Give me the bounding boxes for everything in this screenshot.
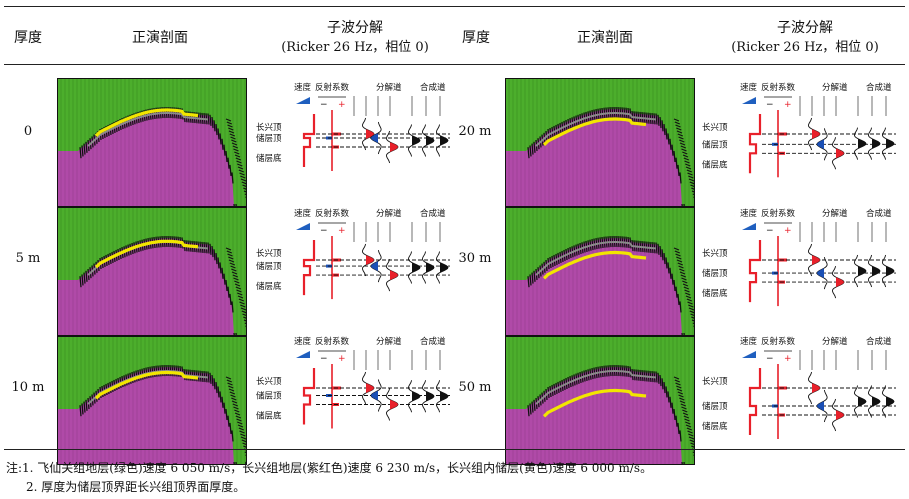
thickness-label: 30 m	[458, 251, 492, 266]
wavelet-diagram: 速度 反射系数 分解道 合成道 − + 长兴顶 储层顶储层底	[254, 80, 454, 195]
minus-sign: −	[766, 354, 774, 364]
reflection-label: 反射系数	[315, 82, 350, 93]
forward-section	[505, 336, 695, 465]
bottom-reservoir-label: 储层底	[702, 421, 728, 432]
minus-sign: −	[320, 226, 328, 236]
bottom-reservoir-label: 储层底	[256, 281, 282, 292]
reflection-label: 反射系数	[761, 82, 796, 93]
top-reservoir-label: 储层顶	[702, 268, 728, 279]
minus-sign: −	[320, 100, 328, 110]
bottom-reservoir-label: 储层底	[256, 411, 282, 422]
col-header-thickness-left: 厚度	[14, 30, 42, 46]
wavelet-diagram: 速度 反射系数 分解道 合成道 − + 长兴顶储层顶储层底	[254, 334, 454, 449]
forward-section	[57, 207, 247, 336]
decomposed-label: 分解道	[822, 208, 848, 219]
plus-sign: +	[784, 354, 792, 364]
velocity-ramp-icon	[742, 97, 756, 104]
velocity-label: 速度	[740, 208, 758, 219]
forward-section	[505, 207, 695, 336]
col-header-wavelet-sub-right: (Ricker 26 Hz，相位 0)	[731, 40, 879, 55]
minus-sign: −	[766, 100, 774, 110]
bottom-reservoir-label: 储层底	[256, 153, 282, 164]
synthetic-label: 合成道	[866, 336, 892, 347]
plus-sign: +	[784, 226, 792, 236]
velocity-label: 速度	[740, 82, 758, 93]
col-header-section-left: 正演剖面	[132, 30, 188, 46]
thickness-label: 10 m	[11, 380, 45, 395]
minus-sign: −	[766, 226, 774, 236]
top-reservoir-label: 储层顶	[702, 139, 728, 150]
decomposed-label: 分解道	[822, 336, 848, 347]
synthetic-label: 合成道	[866, 208, 892, 219]
decomposed-label: 分解道	[376, 82, 402, 93]
top-changxing-label: 长兴顶	[702, 376, 728, 387]
top-changxing-label: 长兴顶	[256, 248, 282, 259]
top-changxing-label: 长兴顶	[702, 248, 728, 259]
synthetic-label: 合成道	[866, 82, 892, 93]
col-header-wavelet-left: 子波分解	[327, 20, 383, 36]
top-changxing-label: 长兴顶	[256, 376, 282, 387]
reflection-label: 反射系数	[315, 336, 350, 347]
plus-sign: +	[338, 354, 346, 364]
col-header-wavelet-sub-left: (Ricker 26 Hz，相位 0)	[281, 40, 429, 55]
wavelet-diagram: 速度 反射系数 分解道 合成道 − + 长兴顶储层顶储层底	[700, 334, 900, 449]
velocity-label: 速度	[740, 336, 758, 347]
top-changxing-label: 长兴顶	[702, 122, 728, 133]
top-reservoir-label: 储层顶	[256, 261, 282, 272]
velocity-label: 速度	[294, 82, 312, 93]
velocity-ramp-icon	[742, 223, 756, 230]
top-reservoir-label: 储层顶	[256, 133, 282, 144]
thickness-label: 5 m	[15, 251, 41, 266]
thickness-label: 50 m	[458, 380, 492, 395]
plus-sign: +	[338, 100, 346, 110]
synthetic-label: 合成道	[420, 336, 446, 347]
wavelet-diagram: 速度 反射系数 分解道 合成道 − + 长兴顶储层顶储层底	[700, 206, 900, 321]
decomposed-label: 分解道	[376, 208, 402, 219]
reflection-label: 反射系数	[761, 208, 796, 219]
header-rule	[4, 64, 905, 66]
decomposed-label: 分解道	[376, 336, 402, 347]
footnote-2: 2. 厚度为储层顶界距长兴组顶界面厚度。	[26, 480, 246, 494]
reflection-label: 反射系数	[315, 208, 350, 219]
forward-section	[57, 336, 247, 465]
velocity-ramp-icon	[742, 351, 756, 358]
velocity-ramp-icon	[296, 97, 310, 104]
thickness-label: 20 m	[458, 124, 492, 139]
footnote-1: 注:1. 飞仙关组地层(绿色)速度 6 050 m/s，长兴组地层(紫红色)速度…	[6, 461, 653, 475]
top-reservoir-label: 储层顶	[702, 401, 728, 412]
table-bottom-rule	[4, 449, 905, 451]
forward-section	[57, 78, 247, 207]
col-header-section-right: 正演剖面	[577, 30, 633, 46]
synthetic-label: 合成道	[420, 82, 446, 93]
col-header-thickness-right: 厚度	[462, 30, 490, 46]
forward-section	[505, 78, 695, 207]
top-changxing-label: 长兴顶	[256, 122, 282, 133]
bottom-reservoir-label: 储层底	[702, 159, 728, 170]
synthetic-label: 合成道	[420, 208, 446, 219]
velocity-ramp-icon	[296, 223, 310, 230]
plus-sign: +	[784, 100, 792, 110]
table-top-rule	[4, 6, 905, 8]
bottom-reservoir-label: 储层底	[702, 288, 728, 299]
velocity-label: 速度	[294, 336, 312, 347]
decomposed-label: 分解道	[822, 82, 848, 93]
velocity-label: 速度	[294, 208, 312, 219]
velocity-ramp-icon	[296, 351, 310, 358]
top-reservoir-label: 储层顶	[256, 391, 282, 402]
wavelet-diagram: 速度 反射系数 分解道 合成道 − + 长兴顶储层顶储层底	[254, 206, 454, 321]
reflection-label: 反射系数	[761, 336, 796, 347]
wavelet-diagram: 速度 反射系数 分解道 合成道 − + 长兴顶储层顶储层底	[700, 80, 900, 195]
minus-sign: −	[320, 354, 328, 364]
col-header-wavelet-right: 子波分解	[777, 20, 833, 36]
plus-sign: +	[338, 226, 346, 236]
thickness-label: 0	[23, 124, 33, 139]
